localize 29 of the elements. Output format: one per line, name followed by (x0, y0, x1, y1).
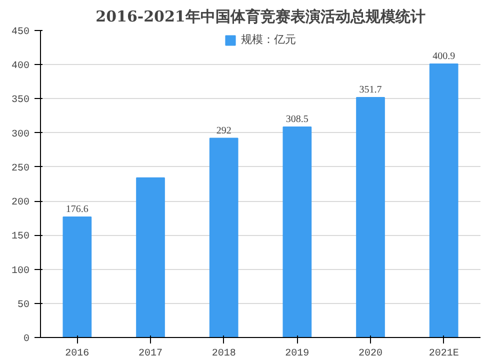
bar (209, 138, 238, 338)
x-tick-label: 2017 (138, 348, 163, 360)
y-tick-label: 450 (11, 27, 30, 38)
x-tick-label: 2020 (358, 348, 383, 360)
data-label: 308.5 (286, 114, 308, 126)
bar (62, 216, 92, 338)
data-label: 176.6 (66, 204, 88, 216)
x-tick-label: 2018 (212, 348, 236, 360)
y-tick-label: 400 (11, 61, 30, 72)
data-label: 351.7 (359, 84, 382, 96)
y-tick-label: 200 (11, 198, 30, 209)
legend-label: 规模：亿元 (241, 33, 296, 47)
bar (136, 177, 165, 338)
y-tick-label: 50 (18, 300, 30, 311)
x-tick-label: 2019 (285, 348, 310, 360)
chart-title: 2016-2021年中国体育竞赛表演活动总规模统计 (96, 8, 426, 26)
bar (356, 97, 385, 338)
y-tick-label: 0 (24, 334, 30, 345)
x-tick-label: 2021E (428, 348, 459, 360)
y-tick-label: 150 (11, 232, 30, 243)
x-tick-label: 2016 (65, 348, 90, 360)
bar (282, 126, 312, 338)
data-label: 292 (216, 125, 232, 136)
y-tick-label: 100 (11, 266, 30, 277)
y-tick-label: 250 (11, 163, 30, 174)
y-tick-label: 350 (11, 95, 30, 106)
y-tick-label: 300 (11, 129, 30, 140)
bar (429, 63, 458, 338)
data-label: 400.9 (432, 50, 456, 62)
